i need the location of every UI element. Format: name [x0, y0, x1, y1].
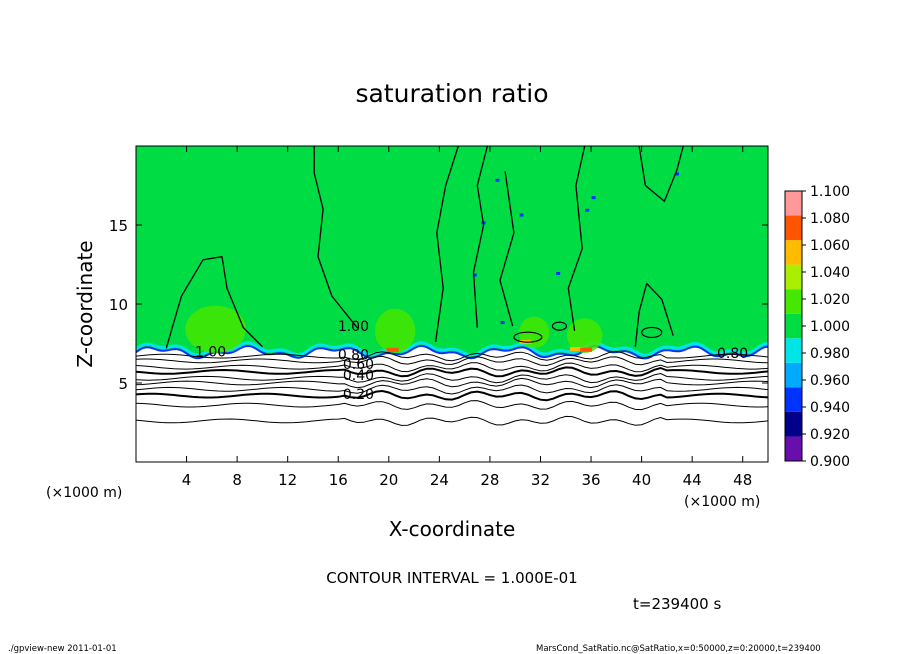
x-unit-right: (×1000 m): [684, 494, 760, 510]
x-tick-label: 40: [632, 471, 651, 489]
colorbar-segment: [785, 411, 802, 437]
x-axis-label: X-coordinate: [389, 517, 516, 541]
contour-labels: 1.001.000.800.600.400.200.80: [195, 319, 748, 403]
contour-line: [135, 350, 769, 362]
colorbar-segment: [785, 338, 802, 363]
contour-line: [135, 384, 769, 395]
contour-line: [135, 355, 769, 367]
contour-loop: [513, 331, 543, 343]
colorbar-label: 0.920: [810, 427, 850, 443]
colorbar-segment: [785, 436, 802, 461]
contour-label: 0.80: [717, 346, 748, 362]
colorbar-segment: [785, 215, 802, 241]
x-tick-label: 16: [329, 471, 348, 489]
x-unit-left: (×1000 m): [46, 485, 122, 501]
contour-line: [135, 362, 769, 373]
x-tick-label: 36: [581, 471, 600, 489]
contour-line: [135, 389, 769, 402]
colorbar-segment: [785, 289, 802, 314]
supersaturated-patch: [567, 318, 603, 353]
x-tick-label: 24: [430, 471, 449, 489]
contour-line: [135, 377, 769, 389]
colorbar-label: 0.980: [810, 346, 850, 362]
undersaturated-speck: [591, 196, 596, 200]
contour-lines: [135, 145, 769, 426]
y-tick-label: 10: [109, 296, 128, 314]
x-tick-label: 28: [480, 471, 499, 489]
x-tick-label: 32: [531, 471, 550, 489]
x-tick-label: 12: [278, 471, 297, 489]
contour-loop: [641, 326, 663, 339]
colorbar-segment: [785, 313, 802, 339]
contour-label: 0.20: [343, 387, 374, 403]
boundary-cyan: [135, 341, 769, 357]
colorbar-segment: [785, 264, 802, 290]
colorbar-label: 1.100: [810, 184, 850, 200]
colorbar-label: 1.060: [810, 238, 850, 254]
colorbar-label: 1.040: [810, 265, 850, 281]
contour-line: [313, 146, 360, 330]
contour-line: [135, 372, 769, 384]
contour-line: [634, 282, 674, 347]
y-axis-label: Z-coordinate: [73, 240, 97, 367]
contour-line: [499, 171, 515, 327]
saturated-region: [136, 146, 768, 358]
undersaturated-speck: [500, 320, 505, 324]
undersaturated-speck: [519, 213, 524, 217]
x-tick-label: 8: [232, 471, 242, 489]
undersaturated-speck: [556, 271, 561, 275]
y-tick-label: 15: [109, 217, 128, 235]
supersaturated-spot: [386, 347, 399, 352]
contour-loop: [551, 321, 568, 331]
x-tick-label: 48: [733, 471, 752, 489]
colorbar-label: 0.960: [810, 373, 850, 389]
contour-label: 1.00: [338, 319, 369, 335]
contour-line: [567, 145, 586, 331]
color-fill: [135, 146, 769, 360]
contour-label: 0.60: [343, 357, 374, 373]
colorbar-label: 0.940: [810, 400, 850, 416]
colorbar-label: 0.900: [810, 454, 850, 470]
colorbar-label: 1.020: [810, 292, 850, 308]
colorbar-segment: [785, 191, 802, 216]
y-axis-ticks: 5 10 15: [109, 217, 768, 393]
contour-label: 0.80: [338, 348, 369, 364]
contour-label: 1.00: [195, 344, 226, 360]
x-axis-ticks: 4 8 12 16 20 24 28 32 36 40 44 48: [182, 146, 752, 489]
colorbar-segment: [785, 362, 802, 388]
plot-area: 1.001.000.800.600.400.200.80: [135, 145, 769, 463]
chart-title: saturation ratio: [355, 79, 548, 108]
footer-right: MarsCond_SatRatio.nc@SatRatio,x=0:50000,…: [536, 644, 821, 654]
supersaturated-spot: [569, 347, 582, 352]
contour-line: [638, 145, 684, 202]
colorbar-label: 1.000: [810, 319, 850, 335]
time-text: t=239400 s: [633, 595, 721, 613]
supersaturated-spot: [579, 347, 592, 352]
colorbar: 0.900 0.920 0.940 0.960 0.980 1.000 1.020 1.040…: [784, 184, 850, 470]
x-tick-label: 44: [683, 471, 702, 489]
supersaturated-patch: [185, 305, 246, 353]
y-tick-label: 5: [118, 375, 128, 393]
undersaturated-speck: [495, 178, 500, 182]
contour-line: [135, 366, 769, 378]
contour-line: [135, 400, 769, 411]
undersaturated-speck: [472, 273, 477, 277]
supersaturated-patch: [374, 308, 416, 353]
colorbar-segment: [785, 240, 802, 265]
contour-label: 0.40: [343, 368, 374, 384]
colorbar-label: 1.080: [810, 211, 850, 227]
contour-line: [165, 255, 263, 349]
contour-line: [472, 145, 489, 328]
undersaturated-speck: [585, 208, 590, 212]
contour-interval-text: CONTOUR INTERVAL = 1.000E-01: [326, 569, 577, 587]
footer-left: ./gpview-new 2011-01-01: [8, 644, 117, 654]
x-tick-label: 20: [379, 471, 398, 489]
contour-line: [135, 415, 769, 426]
x-tick-label: 4: [182, 471, 192, 489]
contour-line: [434, 145, 459, 342]
colorbar-segment: [785, 387, 802, 412]
undersaturated-speck: [674, 172, 679, 176]
boundary-blue: [135, 344, 769, 360]
